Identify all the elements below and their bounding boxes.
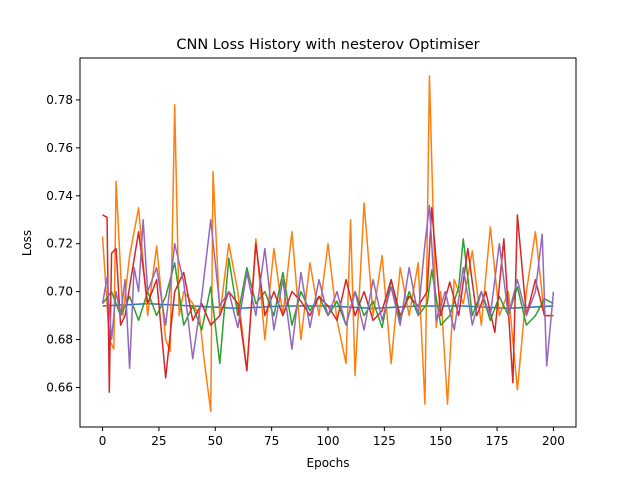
y-tick-label: 0.70 bbox=[46, 285, 73, 299]
x-tick-label: 75 bbox=[264, 434, 279, 448]
y-tick-label: 0.68 bbox=[46, 333, 73, 347]
x-tick-label: 150 bbox=[429, 434, 452, 448]
x-tick-label: 0 bbox=[99, 434, 107, 448]
x-axis: 0 25 50 75 100 125 150 175 200 bbox=[99, 427, 565, 448]
series-layer bbox=[101, 75, 555, 413]
series-line-1 bbox=[101, 75, 554, 413]
y-tick-label: 0.78 bbox=[46, 93, 73, 107]
x-axis-label: Epochs bbox=[307, 456, 350, 470]
x-tick-label: 50 bbox=[208, 434, 223, 448]
x-tick-label: 25 bbox=[151, 434, 166, 448]
series-line-4 bbox=[101, 204, 555, 370]
y-tick-label: 0.72 bbox=[46, 237, 73, 251]
y-axis-label: Loss bbox=[20, 230, 34, 256]
series-line-2 bbox=[101, 238, 554, 365]
y-axis: 0.66 0.68 0.70 0.72 0.74 0.76 0.78 bbox=[46, 93, 80, 394]
x-tick-label: 175 bbox=[486, 434, 509, 448]
chart-title: CNN Loss History with nesterov Optimiser bbox=[176, 37, 479, 53]
y-tick-label: 0.66 bbox=[46, 380, 73, 394]
y-tick-label: 0.74 bbox=[46, 189, 73, 203]
x-tick-label: 100 bbox=[317, 434, 340, 448]
y-tick-label: 0.76 bbox=[46, 141, 73, 155]
x-tick-label: 125 bbox=[373, 434, 396, 448]
x-tick-label: 200 bbox=[542, 434, 565, 448]
